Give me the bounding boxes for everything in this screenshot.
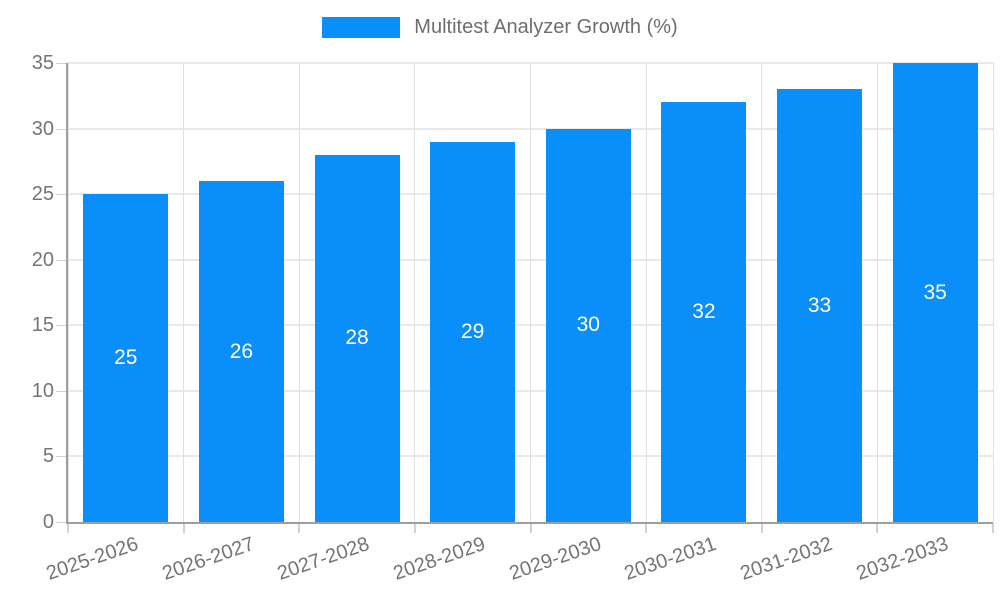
y-axis-line bbox=[66, 63, 68, 524]
y-tick-mark bbox=[56, 390, 66, 392]
y-tick-mark bbox=[56, 194, 66, 196]
bar-value-label: 35 bbox=[923, 280, 947, 304]
x-tick-mark bbox=[67, 523, 69, 533]
y-axis-tick-label: 20 bbox=[31, 248, 54, 271]
x-axis-tick-label: 2029-2030 bbox=[506, 532, 604, 585]
y-axis-tick-label: 25 bbox=[31, 183, 54, 206]
legend-label: Multitest Analyzer Growth (%) bbox=[414, 16, 678, 38]
x-tick-mark bbox=[645, 523, 648, 533]
x-gridline bbox=[530, 63, 531, 522]
bar-value-label: 29 bbox=[461, 319, 485, 343]
bar[interactable] bbox=[661, 102, 747, 522]
x-axis-tick-label: 2025-2026 bbox=[43, 532, 142, 585]
y-tick-mark bbox=[56, 63, 66, 64]
x-axis-tick-label: 2030-2031 bbox=[621, 532, 720, 585]
x-gridline bbox=[645, 63, 647, 522]
x-axis-line bbox=[66, 522, 993, 524]
y-axis-tick-label: 0 bbox=[42, 511, 54, 533]
y-axis-tick-label: 10 bbox=[31, 379, 54, 402]
y-tick-mark bbox=[56, 128, 66, 130]
bar[interactable] bbox=[83, 194, 169, 522]
bar[interactable] bbox=[545, 128, 631, 522]
bar[interactable] bbox=[198, 181, 284, 522]
x-tick-mark bbox=[182, 523, 185, 533]
x-gridline bbox=[67, 63, 69, 522]
bar-value-label: 25 bbox=[114, 346, 138, 370]
y-axis-tick-label: 5 bbox=[42, 445, 54, 468]
y-axis-tick-label: 30 bbox=[31, 117, 54, 140]
x-tick-mark bbox=[413, 523, 416, 533]
bar-value-label: 32 bbox=[692, 300, 716, 324]
x-tick-mark bbox=[760, 523, 763, 533]
bar[interactable] bbox=[430, 141, 516, 522]
legend-item[interactable]: Multitest Analyzer Growth (%) bbox=[0, 16, 1000, 39]
x-gridline bbox=[298, 63, 300, 522]
y-tick-mark bbox=[56, 456, 66, 458]
x-axis-tick-label: 2028-2029 bbox=[390, 532, 489, 585]
x-tick-mark bbox=[298, 523, 301, 533]
y-tick-mark bbox=[56, 259, 66, 261]
x-gridline bbox=[761, 63, 763, 522]
legend-swatch bbox=[322, 17, 401, 38]
x-tick-mark bbox=[992, 523, 994, 533]
x-tick-mark bbox=[529, 523, 532, 533]
x-axis-tick-label: 2026-2027 bbox=[159, 532, 257, 585]
bar-value-label: 26 bbox=[229, 339, 254, 363]
x-axis-tick-label: 2031-2032 bbox=[737, 532, 836, 585]
bar[interactable] bbox=[314, 154, 400, 522]
x-gridline bbox=[183, 63, 185, 522]
y-axis-tick-label: 35 bbox=[31, 52, 54, 74]
x-gridline bbox=[876, 63, 878, 522]
y-axis-tick-label: 15 bbox=[31, 314, 54, 337]
bar-value-label: 30 bbox=[576, 313, 600, 337]
bar-value-label: 28 bbox=[345, 326, 369, 350]
bar[interactable] bbox=[892, 63, 978, 522]
x-axis-tick-label: 2032-2033 bbox=[853, 532, 951, 585]
x-tick-mark bbox=[876, 523, 879, 533]
bar-value-label: 33 bbox=[807, 293, 832, 317]
x-gridline bbox=[992, 63, 994, 522]
bar[interactable] bbox=[777, 89, 863, 522]
x-axis-tick-label: 2027-2028 bbox=[274, 532, 373, 585]
y-tick-mark bbox=[56, 522, 66, 523]
x-gridline bbox=[414, 63, 416, 522]
y-tick-mark bbox=[56, 325, 66, 327]
